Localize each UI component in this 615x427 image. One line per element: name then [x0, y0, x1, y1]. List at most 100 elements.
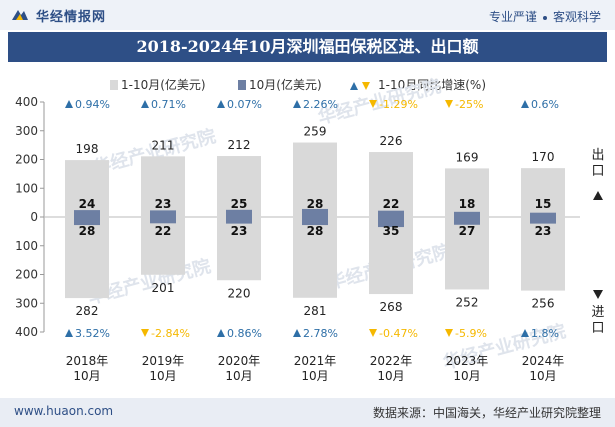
huajing-logo-icon: [12, 10, 28, 20]
y-tick-label: 300: [15, 124, 38, 138]
site-link[interactable]: www.huaon.com: [14, 404, 114, 418]
bar-import-monthly: [302, 217, 328, 226]
growth-up-triangle-icon: [65, 100, 73, 108]
label-import-cumulative: 282: [76, 304, 99, 318]
x-category-label: 10月: [453, 369, 480, 383]
side-label-import: 进口: [591, 305, 604, 336]
growth-label-import: 0.86%: [227, 327, 262, 340]
label-import-cumulative: 256: [532, 297, 555, 311]
side-label-char: 出: [591, 148, 604, 163]
growth-up-triangle-icon: [217, 329, 225, 337]
x-category-label: 2020年: [218, 354, 261, 368]
bar-export-cumulative: [445, 168, 489, 217]
label-import-cumulative: 281: [304, 304, 327, 318]
growth-down-triangle-icon: [369, 100, 377, 108]
bar-export-cumulative: [293, 142, 337, 217]
growth-up-triangle-icon: [293, 329, 301, 337]
legend-label-growth: 1-10月同比增速(%): [378, 78, 486, 92]
y-tick-label: 100: [15, 181, 38, 195]
growth-label-export: -1.29%: [379, 98, 418, 111]
bar-import-monthly: [150, 217, 176, 224]
y-tick-label: 300: [15, 296, 38, 310]
growth-up-triangle-icon: [65, 329, 73, 337]
legend-label-cumulative: 1-10月(亿美元): [121, 77, 206, 92]
bar-import-monthly: [74, 217, 100, 226]
slogan-dot-icon: [542, 15, 547, 20]
legend-down-triangle-icon: [362, 82, 370, 90]
growth-label-import: -2.84%: [151, 327, 190, 340]
x-category-label: 2019年: [142, 354, 185, 368]
growth-label-import: 1.8%: [531, 327, 559, 340]
side-label-char: 口: [591, 321, 604, 336]
growth-up-triangle-icon: [521, 329, 529, 337]
growth-label-import: -5.9%: [455, 327, 487, 340]
export-up-arrow-icon: [593, 191, 603, 200]
label-export-cumulative: 212: [228, 138, 251, 152]
label-export-cumulative: 198: [76, 142, 99, 156]
y-tick-label: 400: [15, 325, 38, 339]
label-export-cumulative: 169: [456, 150, 479, 164]
bar-import-cumulative: [293, 217, 337, 298]
x-category-label: 10月: [529, 369, 556, 383]
growth-down-triangle-icon: [445, 100, 453, 108]
growth-label-export: 2.26%: [303, 98, 338, 111]
slogan-2: 客观科学: [552, 10, 601, 24]
growth-label-export: -25%: [455, 98, 483, 111]
x-category-label: 10月: [149, 369, 176, 383]
bar-import-cumulative: [141, 217, 185, 275]
bar-import-cumulative: [65, 217, 109, 299]
y-tick-label: 0: [30, 210, 38, 224]
x-category-label: 10月: [73, 369, 100, 383]
bar-import-cumulative: [217, 217, 261, 281]
title-bar: 2018-2024年10月深圳福田保税区进、出口额: [8, 32, 607, 62]
bar-export-cumulative: [521, 168, 565, 217]
bar-import-monthly: [530, 217, 556, 224]
label-export-monthly: 15: [535, 197, 552, 211]
bar-export-monthly: [530, 212, 556, 217]
x-category-label: 2018年: [66, 354, 109, 368]
growth-down-triangle-icon: [369, 329, 377, 337]
label-export-cumulative: 226: [380, 134, 403, 148]
bar-import-cumulative: [445, 217, 489, 290]
label-import-monthly: 22: [155, 224, 172, 238]
label-import-cumulative: 268: [380, 300, 403, 314]
label-import-monthly: 23: [231, 224, 248, 238]
footer: www.huaon.com 数据来源：中国海关，华经产业研究院整理: [0, 398, 615, 427]
label-import-monthly: 35: [383, 224, 400, 238]
x-category-label: 2023年: [446, 354, 489, 368]
x-category-label: 2024年: [522, 354, 565, 368]
y-tick-label: 100: [15, 239, 38, 253]
legend-swatch-cumulative: [110, 80, 118, 90]
bar-import-monthly: [454, 217, 480, 225]
growth-label-import: -0.47%: [379, 327, 418, 340]
label-import-monthly: 28: [79, 224, 96, 238]
bar-import-monthly: [226, 217, 252, 224]
chart-title: 2018-2024年10月深圳福田保税区进、出口额: [136, 37, 479, 56]
label-import-cumulative: 220: [228, 286, 251, 300]
x-category-label: 2021年: [294, 354, 337, 368]
label-import-cumulative: 201: [152, 281, 175, 295]
growth-up-triangle-icon: [521, 100, 529, 108]
brand-logo[interactable]: 华经情报网: [10, 6, 107, 25]
bars: [65, 142, 565, 299]
x-category-label: 10月: [301, 369, 328, 383]
growth-label-export: 0.6%: [531, 98, 559, 111]
x-category-label: 10月: [377, 369, 404, 383]
growth-label-export: 0.94%: [75, 98, 110, 111]
bar-export-cumulative: [217, 156, 261, 217]
label-export-monthly: 22: [383, 197, 400, 211]
growth-label-import: 3.52%: [75, 327, 110, 340]
growth-up-triangle-icon: [293, 100, 301, 108]
slogan-1: 专业严谨: [488, 10, 537, 24]
label-import-monthly: 23: [535, 224, 552, 238]
brand-name: 华经情报网: [36, 9, 107, 25]
import-down-arrow-icon: [593, 290, 603, 299]
bar-import-cumulative: [369, 217, 413, 295]
data-labels: 19828224280.94%3.52%2018年10月21120123220.…: [65, 98, 564, 383]
bar-export-monthly: [226, 209, 252, 217]
growth-label-export: 0.07%: [227, 98, 262, 111]
top-bar: 华经情报网 专业严谨 客观科学: [0, 0, 615, 30]
y-tick-label: 200: [15, 153, 38, 167]
bar-export-monthly: [74, 210, 100, 217]
